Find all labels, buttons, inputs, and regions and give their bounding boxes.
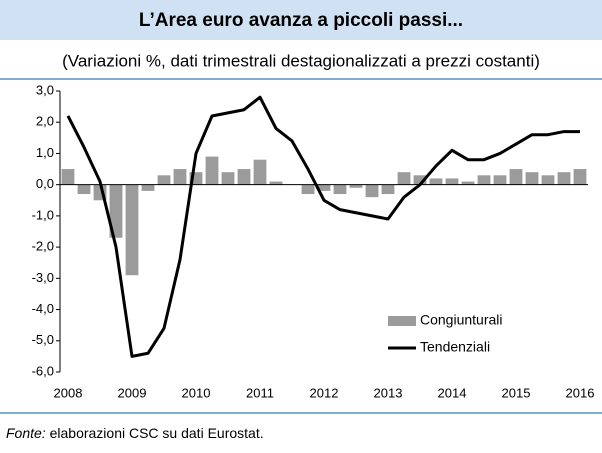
- bar: [413, 175, 427, 185]
- bar: [461, 181, 475, 185]
- source: Fonte: elaborazioni CSC su dati Eurostat…: [6, 425, 264, 441]
- bar: [157, 175, 171, 185]
- x-tick-label: 2015: [502, 385, 531, 400]
- bar: [381, 184, 395, 195]
- bar: [205, 156, 219, 185]
- legend-swatch: [388, 316, 416, 326]
- y-tick-label: 2,0: [36, 114, 54, 129]
- bar: [525, 172, 539, 185]
- bar: [397, 172, 411, 185]
- bar: [317, 184, 331, 191]
- chart-title: L’Area euro avanza a piccoli passi...: [139, 10, 463, 31]
- x-tick-label: 2013: [374, 385, 403, 400]
- bar: [365, 184, 379, 198]
- bar: [509, 169, 523, 185]
- bar: [269, 181, 283, 185]
- bar: [333, 184, 347, 195]
- source-text: elaborazioni CSC su dati Eurostat.: [50, 425, 264, 441]
- y-tick-label: -4,0: [32, 301, 54, 316]
- x-tick-label: 2016: [566, 385, 595, 400]
- legend-label: Congiunturali: [420, 312, 503, 328]
- bar: [77, 184, 91, 195]
- y-tick-label: -2,0: [32, 239, 54, 254]
- bar: [573, 169, 587, 185]
- title-band: [0, 0, 602, 40]
- y-tick-label: -1,0: [32, 207, 54, 222]
- bar: [61, 169, 75, 185]
- x-tick-label: 2014: [438, 385, 467, 400]
- y-tick-label: -6,0: [32, 363, 54, 378]
- x-tick-label: 2008: [54, 385, 83, 400]
- bar: [125, 184, 139, 276]
- y-tick-label: 3,0: [36, 82, 54, 97]
- bar: [493, 175, 507, 185]
- x-tick-label: 2011: [246, 385, 274, 400]
- line: [66, 95, 580, 358]
- y-tick-label: 0,0: [36, 176, 54, 191]
- legend-label: Tendenziali: [420, 339, 490, 355]
- x-tick-label: 2012: [310, 385, 339, 400]
- bar: [237, 169, 251, 185]
- x-tick-label: 2009: [118, 385, 147, 400]
- bar: [221, 172, 235, 185]
- y-tick-label: 1,0: [36, 145, 54, 160]
- source-label: Fonte:: [6, 425, 46, 441]
- bar: [173, 169, 187, 185]
- bar: [349, 184, 363, 188]
- bar: [253, 159, 267, 185]
- x-tick-label: 2010: [182, 385, 211, 400]
- bar: [109, 184, 123, 238]
- bar: [301, 184, 315, 195]
- bar: [141, 184, 155, 191]
- bar: [477, 175, 491, 185]
- bar: [429, 178, 443, 185]
- y-tick-label: -5,0: [32, 332, 54, 347]
- chart-subtitle: (Variazioni %, dati trimestrali destagio…: [62, 51, 540, 70]
- bar: [445, 178, 459, 185]
- bar: [541, 175, 555, 185]
- y-tick-label: -3,0: [32, 270, 54, 285]
- bar: [557, 172, 571, 185]
